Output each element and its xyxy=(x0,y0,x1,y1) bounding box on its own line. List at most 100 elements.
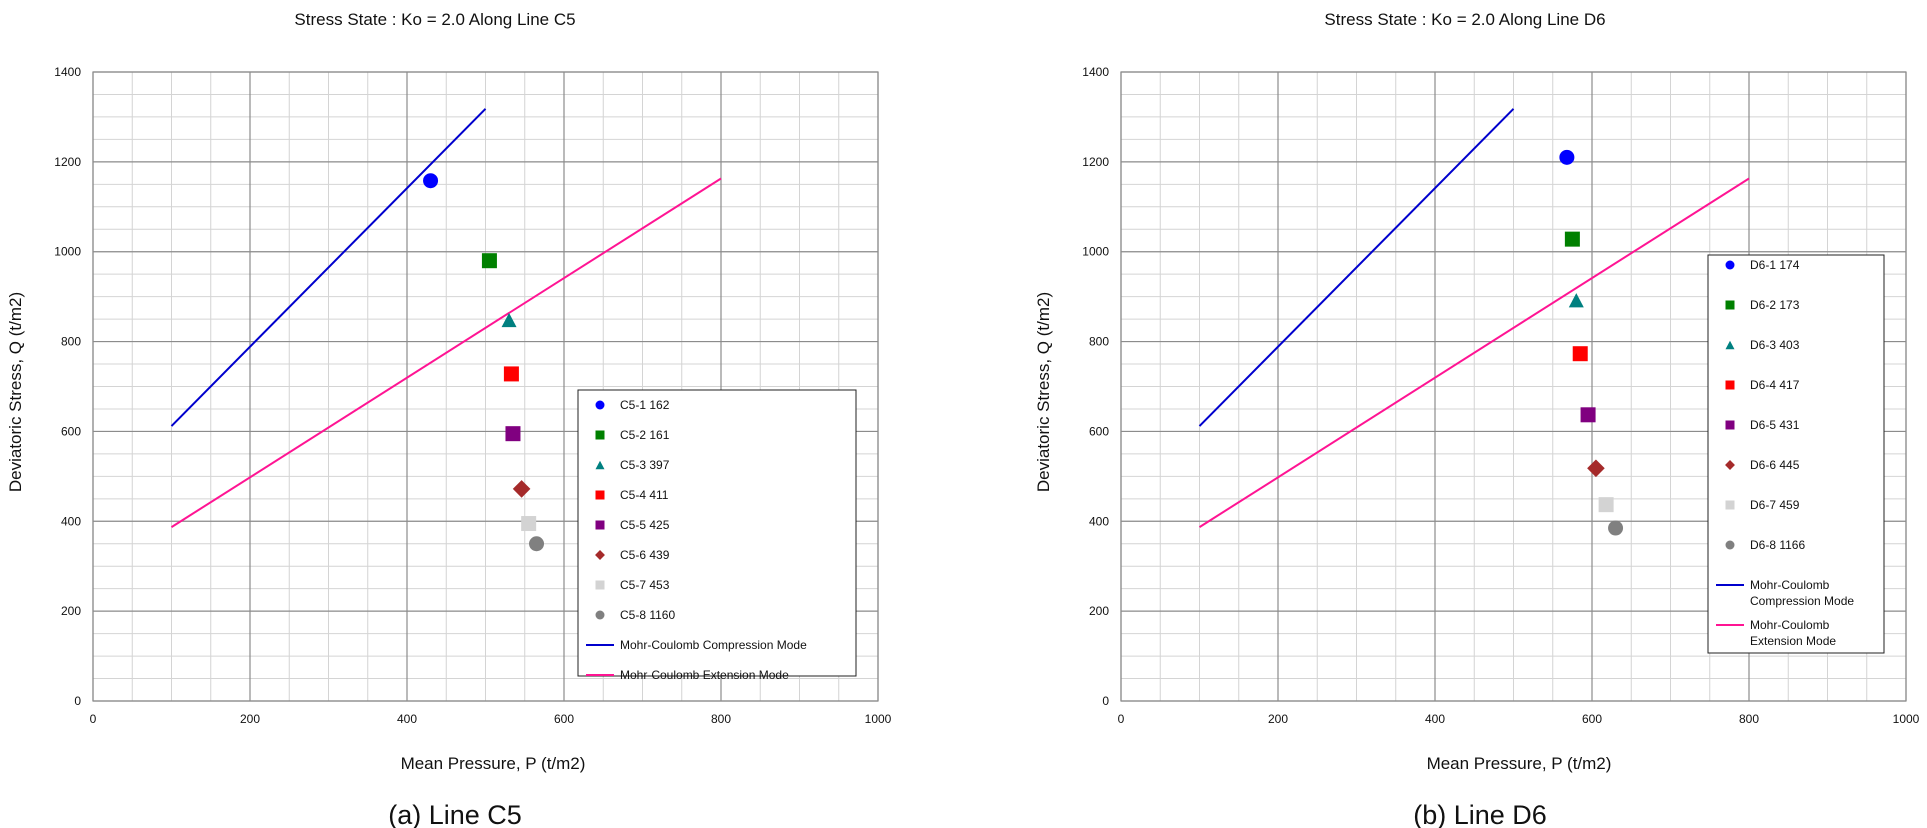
legend-label: D6-2 173 xyxy=(1750,298,1800,312)
legend-label: C5-5 425 xyxy=(620,518,670,532)
data-point xyxy=(503,366,519,382)
y-tick-label: 800 xyxy=(61,335,81,349)
legend-marker xyxy=(595,430,605,440)
y-tick-label: 200 xyxy=(1089,604,1109,618)
y-tick-label: 0 xyxy=(74,694,81,708)
y-axis-label: Deviatoric Stress, Q (t/m2) xyxy=(6,292,25,492)
legend-marker xyxy=(1725,460,1735,470)
x-tick-label: 200 xyxy=(1268,712,1288,726)
y-tick-labels: 0 200 400 600 800 1000 1200 1400 xyxy=(1082,65,1109,708)
y-tick-label: 800 xyxy=(1089,335,1109,349)
data-point xyxy=(501,312,517,328)
data-point xyxy=(481,253,497,269)
legend-label: D6-7 459 xyxy=(1750,498,1800,512)
legend-marker xyxy=(1725,260,1735,270)
legend-label: C5-1 162 xyxy=(620,398,670,412)
data-point xyxy=(1572,346,1588,362)
legend: C5-1 162 C5-2 161 C5-3 397 C5-4 411 C5-5 425… xyxy=(577,389,857,682)
y-tick-label: 400 xyxy=(1089,514,1109,528)
data-points xyxy=(423,173,545,552)
legend-label: Mohr-Coulomb Extension Mode xyxy=(1750,618,1836,648)
legend-marker xyxy=(1725,300,1735,310)
y-tick-label: 1400 xyxy=(1082,65,1109,79)
legend-marker xyxy=(595,490,605,500)
x-tick-label: 0 xyxy=(1118,712,1125,726)
legend-label: Mohr-Coulomb Compression Mode xyxy=(620,638,807,652)
y-tick-label: 400 xyxy=(61,514,81,528)
chart-caption: (b) Line D6 xyxy=(1413,800,1547,828)
legend-marker xyxy=(595,610,605,620)
extension-mode-line xyxy=(1198,177,1750,528)
legend-marker xyxy=(1725,380,1735,390)
data-point xyxy=(1564,231,1580,247)
chart-title: Stress State : Ko = 2.0 Along Line D6 xyxy=(1324,10,1605,29)
plot-area-border xyxy=(92,71,879,702)
legend-label: D6-4 417 xyxy=(1750,378,1800,392)
data-point xyxy=(1559,149,1575,165)
legend-label: C5-3 397 xyxy=(620,458,670,472)
data-point xyxy=(1568,293,1584,308)
legend-label: C5-8 1160 xyxy=(620,608,675,622)
data-point xyxy=(521,516,537,532)
y-tick-label: 1200 xyxy=(54,155,81,169)
legend-label: D6-8 1166 xyxy=(1750,538,1805,552)
legend-marker xyxy=(595,550,605,560)
chart-title: Stress State : Ko = 2.0 Along Line C5 xyxy=(294,10,575,29)
data-point xyxy=(512,480,531,498)
y-tick-label: 1200 xyxy=(1082,155,1109,169)
x-tick-label: 1000 xyxy=(865,712,892,726)
x-tick-label: 200 xyxy=(240,712,260,726)
legend-label: D6-5 431 xyxy=(1750,418,1800,432)
legend-marker xyxy=(1725,340,1735,350)
legend-label: Mohr-Coulomb Extension Mode xyxy=(620,668,789,682)
legend-label: C5-7 453 xyxy=(620,578,670,592)
x-tick-label: 800 xyxy=(711,712,731,726)
mohr-coulomb-lines xyxy=(170,108,722,528)
extension-mode-line xyxy=(170,177,722,528)
data-point xyxy=(1598,497,1614,513)
data-point xyxy=(505,426,521,442)
y-axis-label: Deviatoric Stress, Q (t/m2) xyxy=(1034,292,1053,492)
x-tick-labels: 0 200 400 600 800 1000 xyxy=(1118,712,1920,726)
data-point xyxy=(529,536,545,552)
chart-panel-c5: Stress State : Ko = 2.0 Along Line C5 Me… xyxy=(6,10,892,828)
legend-marker xyxy=(595,580,605,590)
legend-box xyxy=(577,389,857,677)
x-tick-label: 600 xyxy=(1582,712,1602,726)
legend-marker xyxy=(595,520,605,530)
grid-major xyxy=(1120,71,1907,702)
x-tick-labels: 0 200 400 600 800 1000 xyxy=(90,712,892,726)
legend-label: D6-6 445 xyxy=(1750,458,1800,472)
legend-marker xyxy=(595,460,605,470)
data-point xyxy=(1580,407,1596,423)
y-tick-label: 1000 xyxy=(1082,245,1109,259)
x-axis-label: Mean Pressure, P (t/m2) xyxy=(1427,754,1612,773)
y-tick-labels: 0 200 400 600 800 1000 1200 1400 xyxy=(54,65,81,708)
data-points xyxy=(1559,149,1624,536)
x-tick-label: 600 xyxy=(554,712,574,726)
x-tick-label: 400 xyxy=(397,712,417,726)
compression-mode-line xyxy=(170,108,487,427)
legend-box xyxy=(1707,254,1885,654)
legend-marker xyxy=(1725,540,1735,550)
legend-label: Mohr-Coulomb Compression Mode xyxy=(1750,578,1854,608)
y-tick-label: 1000 xyxy=(54,245,81,259)
legend-label: D6-3 403 xyxy=(1750,338,1800,352)
data-point xyxy=(1587,459,1605,478)
legend-label: D6-1 174 xyxy=(1750,258,1800,272)
x-tick-label: 1000 xyxy=(1893,712,1920,726)
compression-mode-line xyxy=(1198,108,1515,427)
x-tick-label: 400 xyxy=(1425,712,1445,726)
data-point xyxy=(1608,520,1624,536)
y-tick-label: 200 xyxy=(61,604,81,618)
legend-marker xyxy=(595,400,605,410)
x-tick-label: 0 xyxy=(90,712,97,726)
chart-panel-d6: Stress State : Ko = 2.0 Along Line D6 Me… xyxy=(1034,10,1920,828)
legend-label: C5-2 161 xyxy=(620,428,670,442)
y-tick-label: 1400 xyxy=(54,65,81,79)
legend-marker xyxy=(1725,420,1735,430)
y-tick-label: 600 xyxy=(61,424,81,438)
legend-label: C5-4 411 xyxy=(620,488,669,502)
